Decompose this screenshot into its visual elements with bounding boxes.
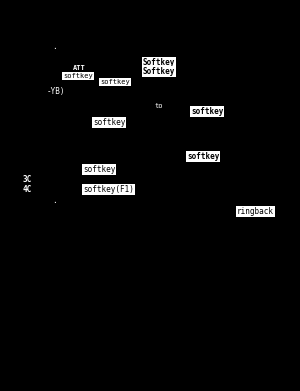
Text: .: .: [52, 196, 57, 205]
Text: ATT: ATT: [73, 65, 86, 71]
Text: softkey: softkey: [93, 118, 125, 127]
Text: Softkey: Softkey: [143, 58, 176, 67]
Text: .: .: [52, 42, 57, 51]
Text: softkey: softkey: [191, 107, 224, 116]
Text: -YB): -YB): [47, 87, 65, 96]
Text: ringback: ringback: [237, 207, 274, 216]
Text: softkey: softkey: [187, 152, 219, 161]
Text: softkey(F1): softkey(F1): [83, 185, 134, 194]
Text: 3C: 3C: [23, 175, 32, 184]
Text: softkey: softkey: [83, 165, 116, 174]
Text: to: to: [155, 103, 164, 109]
Text: softkey: softkey: [100, 79, 130, 85]
Text: softkey: softkey: [63, 73, 93, 79]
Text: Softkey: Softkey: [143, 67, 176, 76]
Text: 4C: 4C: [23, 185, 32, 194]
